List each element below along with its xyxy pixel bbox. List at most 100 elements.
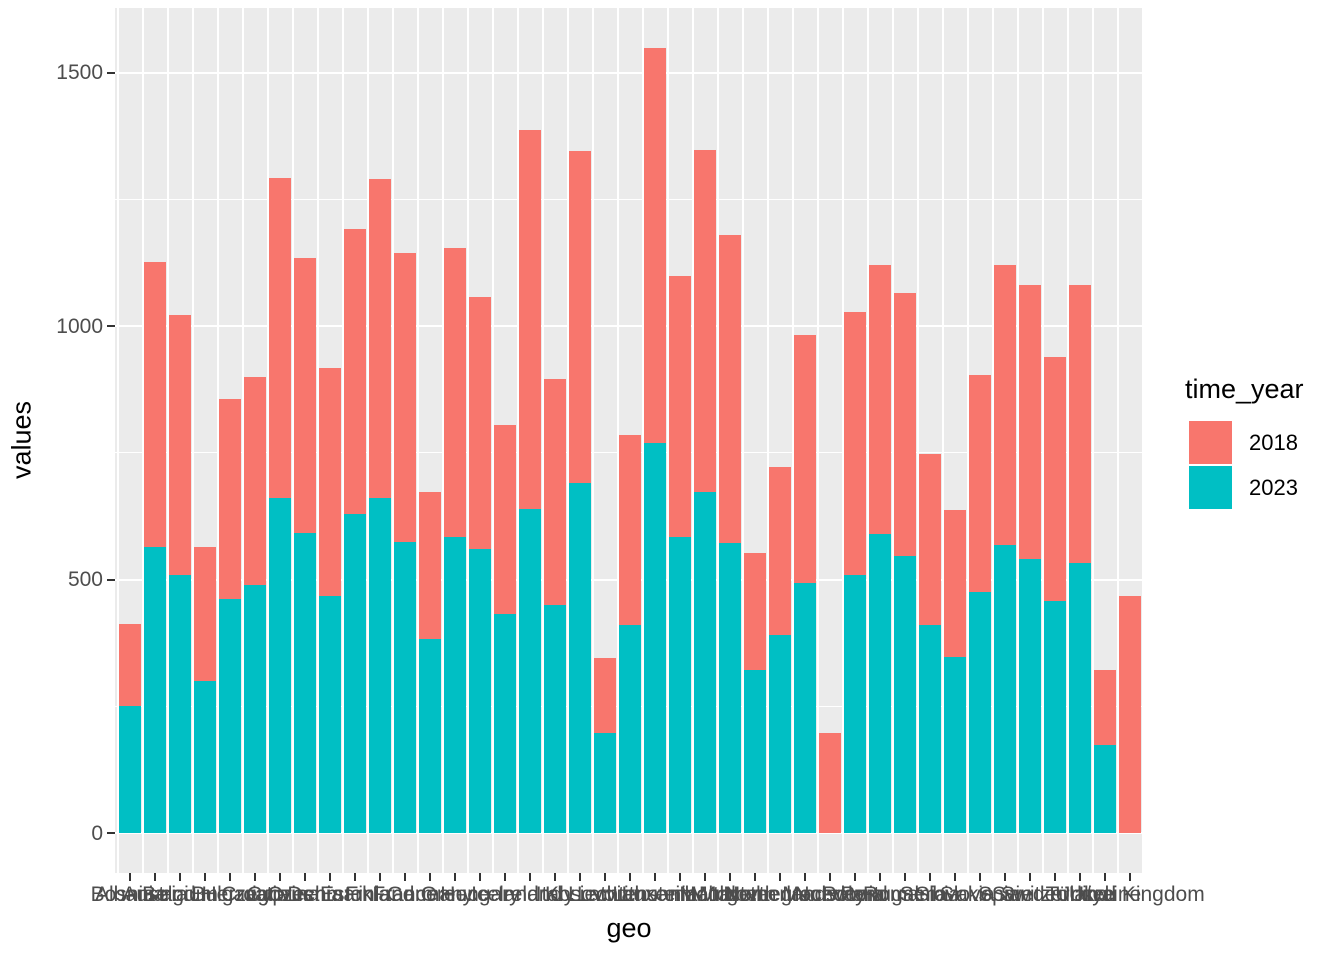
gridline-x-boundary-27 bbox=[791, 8, 794, 873]
x-tick-mark-Latvia bbox=[604, 873, 606, 881]
gridline-x-boundary-8 bbox=[316, 8, 319, 873]
x-tick-mark-Albania bbox=[129, 873, 131, 881]
x-tick-label-Sweden: Sweden bbox=[992, 883, 1068, 906]
x-tick-mark-United Kingdom bbox=[1129, 873, 1131, 881]
x-tick-label-Denmark: Denmark bbox=[287, 883, 373, 906]
gridline-x-boundary-11 bbox=[391, 8, 394, 873]
x-tick-mark-Ireland bbox=[529, 873, 531, 881]
x-tick-mark-France bbox=[404, 873, 406, 881]
gridline-x-boundary-7 bbox=[291, 8, 294, 873]
bar-Albania-2023 bbox=[119, 706, 141, 833]
bar-Romania-2018 bbox=[894, 293, 916, 556]
x-tick-mark-Montenegro bbox=[754, 873, 756, 881]
bar-Germany-2023 bbox=[419, 639, 441, 833]
y-tick-mark-1000 bbox=[107, 325, 115, 328]
bar-Latvia-2018 bbox=[594, 658, 616, 733]
x-tick-label-Romania: Romania bbox=[862, 883, 948, 906]
x-tick-mark-Greece bbox=[454, 873, 456, 881]
bar-Austria-2023 bbox=[144, 546, 166, 833]
bar-United Kingdom-2018 bbox=[1119, 596, 1141, 833]
x-tick-label-Greece: Greece bbox=[420, 883, 490, 906]
x-tick-mark-Malta bbox=[704, 873, 706, 881]
x-tick-mark-Croatia bbox=[254, 873, 256, 881]
gridline-x-boundary-17 bbox=[541, 8, 544, 873]
bar-North Macedonia-2018 bbox=[794, 335, 816, 583]
bar-Iceland-2023 bbox=[494, 614, 516, 833]
gridline-major-y-0 bbox=[115, 832, 1144, 834]
gridline-x-boundary-20 bbox=[616, 8, 619, 873]
x-tick-label-Moldova: Moldova bbox=[690, 883, 770, 906]
x-tick-mark-Switzerland bbox=[1054, 873, 1056, 881]
legend-label-2023: 2023 bbox=[1249, 475, 1298, 500]
bar-Iceland-2018 bbox=[494, 425, 516, 615]
x-tick-label-Switzerland: Switzerland bbox=[1000, 883, 1110, 906]
gridline-x-boundary-4 bbox=[216, 8, 219, 873]
x-tick-mark-Ukraine bbox=[1104, 873, 1106, 881]
bar-Liechtenstein-2023 bbox=[619, 625, 641, 833]
gridline-x-boundary-33 bbox=[941, 8, 944, 873]
x-tick-mark-Netherlands bbox=[779, 873, 781, 881]
bar-Netherlands-2023 bbox=[769, 635, 791, 833]
bar-Luxembourg-2018 bbox=[669, 275, 691, 537]
x-tick-label-Ireland: Ireland bbox=[497, 883, 563, 906]
bar-Moldova-2018 bbox=[719, 234, 741, 543]
gridline-x-boundary-6 bbox=[266, 8, 269, 873]
bar-Serbia-2023 bbox=[919, 625, 941, 833]
x-tick-mark-Denmark bbox=[329, 873, 331, 881]
bar-Slovenia-2018 bbox=[969, 374, 991, 593]
bar-Liechtenstein-2018 bbox=[619, 435, 641, 626]
bar-Estonia-2023 bbox=[344, 513, 366, 833]
bar-Greece-2018 bbox=[444, 247, 466, 537]
gridline-minor-y-1250 bbox=[115, 199, 1144, 201]
bar-Denmark-2023 bbox=[319, 595, 341, 833]
x-tick-label-Norway: Norway bbox=[794, 883, 866, 906]
x-tick-label-Latvia: Latvia bbox=[576, 883, 634, 906]
gridline-x-boundary-29 bbox=[841, 8, 844, 873]
x-tick-mark-Finland bbox=[379, 873, 381, 881]
x-tick-mark-Portugal bbox=[879, 873, 881, 881]
gridline-x-boundary-0 bbox=[116, 8, 119, 873]
gridline-x-boundary-38 bbox=[1066, 8, 1069, 873]
y-tick-label-1000: 1000 bbox=[56, 314, 103, 338]
x-tick-mark-Bulgaria bbox=[229, 873, 231, 881]
x-tick-label-Türkiye: Türkiye bbox=[1045, 883, 1115, 906]
gridline-x-boundary-41 bbox=[1141, 8, 1144, 873]
x-tick-mark-Serbia bbox=[929, 873, 931, 881]
x-tick-mark-Türkiye bbox=[1079, 873, 1081, 881]
legend-swatch-2023 bbox=[1189, 466, 1232, 509]
bar-Latvia-2023 bbox=[594, 732, 616, 833]
x-tick-mark-Hungary bbox=[479, 873, 481, 881]
gridline-x-boundary-3 bbox=[191, 8, 194, 873]
x-tick-label-Italy: Italy bbox=[535, 883, 575, 906]
x-tick-label-France: France bbox=[372, 883, 438, 906]
x-tick-mark-Bosnia and Herzegovina bbox=[204, 873, 206, 881]
gridline-major-y-1500 bbox=[115, 71, 1144, 74]
gridline-x-boundary-19 bbox=[591, 8, 594, 873]
bar-Greece-2023 bbox=[444, 536, 466, 833]
bar-Sweden-2023 bbox=[1019, 559, 1041, 833]
y-tick-label-0: 0 bbox=[91, 821, 103, 845]
x-tick-mark-Belgium bbox=[179, 873, 181, 881]
bar-Slovakia-2023 bbox=[944, 657, 966, 833]
x-tick-label-Montenegro: Montenegro bbox=[698, 883, 812, 906]
gridline-x-boundary-32 bbox=[916, 8, 919, 873]
bar-Austria-2018 bbox=[144, 261, 166, 547]
bar-Croatia-2023 bbox=[244, 584, 266, 833]
bar-Kosovo-2023 bbox=[569, 483, 591, 833]
bar-Netherlands-2018 bbox=[769, 466, 791, 636]
bar-North Macedonia-2023 bbox=[794, 582, 816, 833]
x-tick-label-Ukraine: Ukraine bbox=[1068, 883, 1142, 906]
bar-Cyprus-2023 bbox=[269, 497, 291, 833]
bar-Czechia-2018 bbox=[294, 258, 316, 534]
bar-Bulgaria-2018 bbox=[219, 398, 241, 599]
bar-Ukraine-2018 bbox=[1094, 669, 1116, 746]
bar-Switzerland-2018 bbox=[1044, 356, 1066, 601]
x-tick-mark-Czechia bbox=[304, 873, 306, 881]
bar-Norway-2018 bbox=[819, 732, 841, 833]
x-tick-mark-Luxembourg bbox=[679, 873, 681, 881]
bar-Kosovo-2018 bbox=[569, 151, 591, 484]
x-tick-label-Bosnia and Herzegovina: Bosnia and Herzegovina bbox=[90, 883, 320, 906]
gridline-x-boundary-9 bbox=[341, 8, 344, 873]
x-axis-title: geo bbox=[606, 913, 652, 943]
